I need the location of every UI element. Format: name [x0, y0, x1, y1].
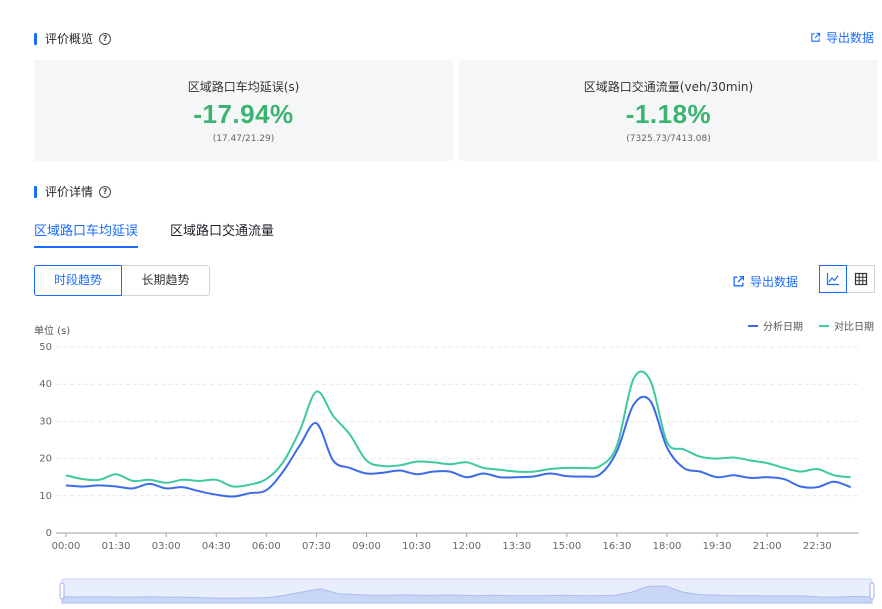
x-tick-label: 06:00 [252, 541, 281, 552]
export-chart-button[interactable]: 导出数据 [732, 273, 798, 290]
line-chart-icon [826, 273, 839, 286]
x-tick-label: 15:00 [552, 541, 581, 552]
series-line-comparison [65, 370, 851, 488]
series-line-analysis [65, 395, 852, 498]
x-tick-label: 22:30 [803, 541, 832, 552]
zoom-handle-left[interactable] [59, 582, 65, 600]
y-tick-label: 50 [39, 342, 52, 353]
table-view-button[interactable] [847, 265, 875, 293]
legend-label: 分析日期 [763, 322, 803, 333]
view-switch [819, 265, 875, 293]
export-icon [811, 32, 821, 42]
help-icon[interactable]: ? [99, 185, 112, 198]
zoom-preview-area [61, 585, 873, 604]
chart-legend: 分析日期 对比日期 [732, 318, 874, 333]
x-tick-label: 12:00 [452, 541, 481, 552]
x-tick-label: 18:00 [653, 541, 682, 552]
overview-header: 评价概览 ? [34, 30, 112, 47]
y-tick-label: 30 [39, 416, 52, 427]
flow-summary-card: 区域路口交通流量(veh/30min) -1.18% (7325.73/7413… [459, 60, 878, 161]
details-header: 评价详情 ? [34, 183, 112, 200]
section-marker [34, 32, 37, 45]
tab-delay[interactable]: 区域路口车均延误 [34, 220, 139, 248]
trend-segmented-control: 时段趋势 长期趋势 [34, 265, 210, 296]
x-tick-label: 03:00 [152, 541, 181, 552]
x-tick-label: 19:30 [703, 541, 732, 552]
x-tick-label: 13:30 [502, 541, 531, 552]
export-label: 导出数据 [750, 275, 799, 289]
y-tick-label: 40 [39, 379, 52, 390]
export-overview-button[interactable]: 导出数据 [810, 29, 874, 46]
x-tick-label: 10:30 [402, 541, 431, 552]
help-icon[interactable]: ? [99, 32, 112, 45]
period-trend-button[interactable]: 时段趋势 [34, 265, 122, 296]
metric-tabs: 区域路口车均延误 区域路口交通流量 [34, 220, 306, 248]
x-tick-label: 16:30 [603, 541, 632, 552]
x-tick-label: 01:30 [102, 541, 131, 552]
delay-summary-card: 区域路口车均延误(s) -17.94% (17.47/21.29) [34, 60, 453, 161]
card-label: 区域路口交通流量(veh/30min) [583, 80, 754, 94]
y-axis-unit: 单位 (s) [34, 326, 71, 337]
card-value: -17.94% [193, 99, 294, 129]
overview-title: 评价概览 [45, 32, 94, 46]
card-ratio: (17.47/21.29) [212, 134, 275, 144]
x-tick-label: 09:00 [352, 541, 381, 552]
details-title: 评价详情 [45, 185, 94, 199]
section-marker [34, 185, 37, 198]
legend-item[interactable]: 对比日期 [819, 318, 874, 333]
legend-swatch [748, 324, 758, 327]
x-tick-label: 04:30 [202, 541, 231, 552]
legend-item[interactable]: 分析日期 [748, 318, 803, 333]
legend-label: 对比日期 [834, 322, 874, 333]
zoom-slider[interactable] [0, 575, 882, 607]
legend-swatch [819, 324, 829, 327]
y-tick-label: 0 [46, 528, 52, 539]
y-tick-label: 10 [39, 491, 52, 502]
delay-line-chart: 0 10 20 30 40 50 00:00 01:30 03:00 04:30 06:00 07:3… [39, 342, 859, 552]
tab-flow[interactable]: 区域路口交通流量 [170, 224, 275, 239]
x-tick-label: 00:00 [52, 541, 81, 552]
zoom-handle-right[interactable] [869, 582, 875, 600]
export-icon [733, 275, 745, 287]
x-tick-label: 07:30 [302, 541, 331, 552]
line-chart-view-button[interactable] [819, 265, 847, 293]
y-tick-label: 20 [39, 454, 52, 465]
table-icon [854, 272, 867, 286]
long-term-trend-button[interactable]: 长期趋势 [122, 265, 210, 296]
card-ratio: (7325.73/7413.08) [626, 134, 711, 144]
export-label: 导出数据 [825, 31, 874, 45]
x-tick-label: 21:00 [753, 541, 782, 552]
card-value: -1.18% [625, 99, 712, 129]
card-label: 区域路口车均延误(s) [187, 80, 300, 94]
